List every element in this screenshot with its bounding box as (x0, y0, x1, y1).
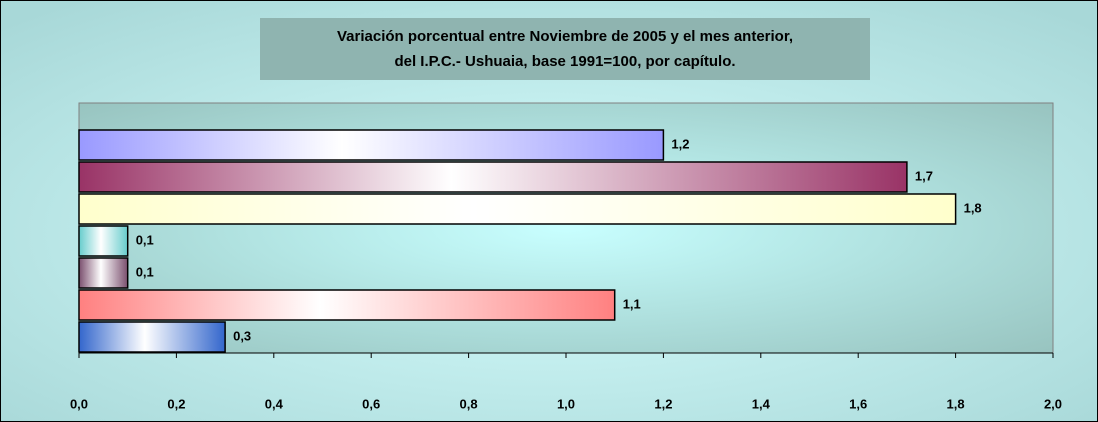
bar (78, 161, 908, 193)
x-tick-label: 1,6 (849, 396, 867, 411)
title-box (260, 18, 870, 80)
x-tick-label: 0,2 (167, 396, 185, 411)
x-tick-label: 1,2 (654, 396, 672, 411)
bar (78, 289, 616, 321)
bar (78, 321, 226, 353)
value-label: 0,1 (136, 264, 154, 279)
chart-title: Variación porcentual entre Noviembre de … (337, 28, 793, 45)
bar (78, 225, 129, 257)
x-tick-label: 0,6 (362, 396, 380, 411)
x-tick-label: 1,0 (557, 396, 575, 411)
chart-title: del I.P.C.- Ushuaia, base 1991=100, por … (394, 53, 735, 70)
bar (78, 257, 129, 289)
x-tick-label: 2,0 (1044, 396, 1062, 411)
x-tick-label: 0,8 (460, 396, 478, 411)
bar (78, 129, 665, 161)
value-label: 1,8 (964, 200, 982, 215)
value-label: 0,3 (233, 328, 251, 343)
value-label: 1,1 (623, 296, 641, 311)
bar (78, 193, 957, 225)
x-tick-label: 1,8 (947, 396, 965, 411)
value-label: 1,7 (915, 168, 933, 183)
x-tick-label: 0,4 (265, 396, 284, 411)
value-label: 0,1 (136, 232, 154, 247)
x-tick-label: 1,4 (752, 396, 771, 411)
x-tick-label: 0,0 (70, 396, 88, 411)
value-label: 1,2 (671, 136, 689, 151)
